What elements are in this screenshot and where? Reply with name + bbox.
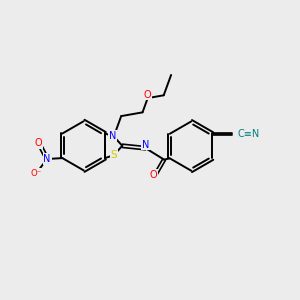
Text: N: N — [44, 154, 51, 164]
Text: O: O — [144, 89, 152, 100]
Text: N: N — [142, 140, 149, 150]
Text: C≡N: C≡N — [237, 129, 259, 139]
Text: O⁻: O⁻ — [31, 169, 42, 178]
Text: O: O — [35, 138, 43, 148]
Text: S: S — [110, 150, 117, 160]
Text: O: O — [150, 170, 158, 180]
Text: N: N — [109, 131, 116, 141]
